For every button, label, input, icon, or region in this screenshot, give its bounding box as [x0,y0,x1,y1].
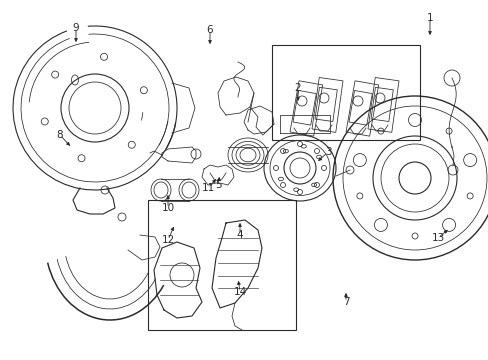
Text: 3: 3 [324,147,331,157]
Text: 14: 14 [233,287,246,297]
Bar [370,87,392,122]
Bar [348,90,371,125]
Text: 8: 8 [57,130,63,140]
Text: 12: 12 [161,235,174,245]
Bar [148,200,295,330]
Text: 6: 6 [206,25,213,35]
Bar [289,81,322,136]
Bar [311,77,342,132]
Text: 7: 7 [342,297,348,307]
Text: 11: 11 [201,183,214,193]
Bar [292,90,316,125]
Text: 4: 4 [236,230,243,240]
Text: 2: 2 [294,83,301,93]
Text: 10: 10 [161,203,174,213]
Text: 1: 1 [426,13,432,23]
Text: 13: 13 [430,233,444,243]
Bar [346,81,378,136]
Bar [271,45,419,140]
Text: 5: 5 [214,180,221,190]
Bar [314,87,337,122]
Text: 9: 9 [73,23,79,33]
Bar [367,77,398,132]
